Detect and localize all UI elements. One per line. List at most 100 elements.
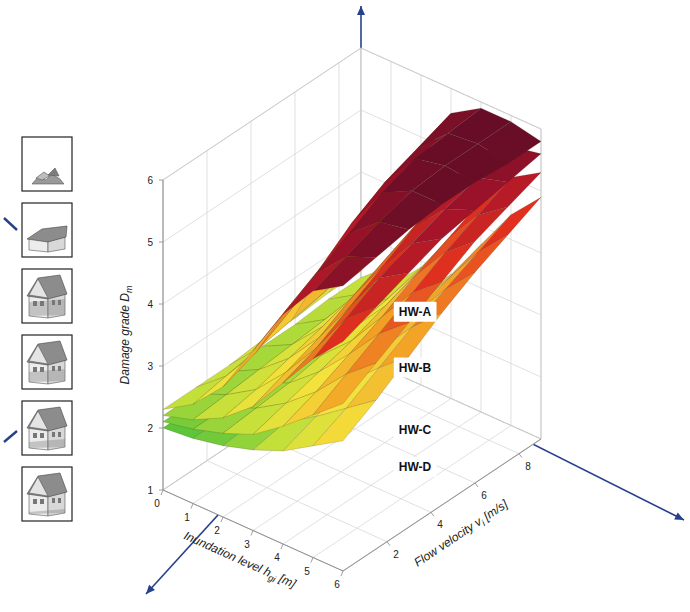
tick-label: 2 [214, 525, 220, 536]
tick-label: 3 [244, 539, 250, 550]
surface [163, 147, 541, 420]
axis-line [343, 439, 541, 571]
tick-mark [311, 558, 313, 563]
decor-arrow-head [674, 512, 684, 520]
tick-labels: 01234562468123456 [147, 175, 531, 591]
icon-waterline [29, 299, 65, 316]
tick-label: 1 [147, 485, 153, 496]
axis-line [163, 180, 164, 490]
damage-icons [4, 137, 72, 521]
damage-icon [22, 269, 72, 323]
icon-window [52, 432, 55, 437]
surface [163, 108, 541, 409]
surface-cell [313, 257, 376, 291]
icon-roof [27, 473, 67, 497]
icon-waterline [29, 509, 65, 514]
decor-arrow-head [357, 6, 365, 15]
tick-label: 5 [304, 566, 310, 577]
tick-mark [431, 512, 434, 516]
icon-window [33, 499, 37, 504]
tick-label: 6 [481, 490, 487, 501]
icon-roof [27, 275, 67, 299]
icon-window [58, 498, 61, 503]
axis-lines [163, 180, 541, 571]
tick-label: 4 [274, 552, 280, 563]
axis-title-text: Damage grade D [118, 293, 132, 385]
surface-cell [223, 372, 286, 418]
tick-mark [159, 304, 163, 305]
tick-label: 3 [147, 361, 153, 372]
surface-cell [163, 376, 226, 409]
tick-mark [161, 490, 163, 495]
chart: 01234562468123456Inundation level hgi [m… [0, 0, 690, 612]
tick-label: 6 [147, 175, 153, 186]
grid-line [313, 426, 511, 558]
axis-title-after: [m/s] [478, 497, 511, 525]
damage-icon [22, 401, 72, 455]
surfaces [163, 108, 541, 451]
surface-cell [313, 307, 376, 359]
series-label-bg [394, 358, 437, 378]
decor-arrow-head [146, 585, 155, 594]
box-wall [163, 358, 541, 571]
series-label-text: HW-B [399, 361, 432, 375]
axis-title-text: Flow velocity v [411, 514, 485, 569]
series-label: HW-C [394, 420, 437, 440]
grid-line [207, 461, 387, 542]
grid-line [163, 48, 361, 180]
tick-mark [341, 571, 343, 576]
tick-mark [159, 428, 163, 429]
surface-cell [313, 363, 376, 415]
icon-frame [22, 269, 72, 323]
tick-label: 0 [154, 498, 160, 509]
decor-axes [146, 6, 684, 594]
tick-mark [475, 483, 478, 487]
icon-window [40, 433, 44, 438]
grid-line [163, 110, 361, 242]
surface-cell [253, 348, 316, 406]
tick-label: 5 [147, 237, 153, 248]
icon-window [58, 432, 61, 437]
icon-rubble [48, 168, 59, 176]
surface [163, 172, 541, 434]
tick-mark [159, 366, 163, 367]
surface-cell [346, 222, 409, 258]
icon-gable [29, 411, 48, 430]
axis-title-after: [m] [274, 570, 299, 591]
icon-frame [22, 137, 72, 191]
grid-line [541, 129, 542, 439]
tick-label: 2 [147, 423, 153, 434]
icon-roof [27, 407, 67, 431]
surface-cell [379, 191, 442, 230]
tick-label: 4 [437, 519, 443, 530]
tick-mark [281, 544, 283, 549]
series-labels: HW-A HW-B HW-C HW-D [394, 302, 437, 477]
tick-label: 2 [393, 549, 399, 560]
icon-roof [27, 341, 67, 365]
tick-mark [221, 517, 223, 522]
series-label: HW-A [394, 302, 437, 322]
series-label-bg [394, 420, 437, 440]
damage-icon [22, 335, 72, 389]
box-wall [163, 48, 361, 490]
damage-icon [22, 203, 72, 257]
decor-arrow-line [4, 431, 17, 442]
tick-mark [159, 490, 163, 491]
tick-label: 1 [184, 512, 190, 523]
series-label-text: HW-C [399, 423, 432, 437]
icon-frame [22, 401, 72, 455]
icon-frame [22, 203, 72, 257]
icon-frame [22, 335, 72, 389]
series-label: HW-D [394, 457, 437, 477]
tick-mark [519, 454, 522, 458]
tick-mark [251, 531, 253, 536]
tick-label: 4 [147, 299, 153, 310]
series-label-text: HW-A [399, 305, 432, 319]
series-label-bg [394, 457, 437, 477]
axis-title: Damage grade Dm [118, 285, 134, 384]
surface-cell [283, 319, 346, 383]
tick-mark [159, 242, 163, 243]
grid [163, 48, 541, 571]
icon-window [40, 499, 44, 504]
tick-mark [191, 504, 193, 509]
